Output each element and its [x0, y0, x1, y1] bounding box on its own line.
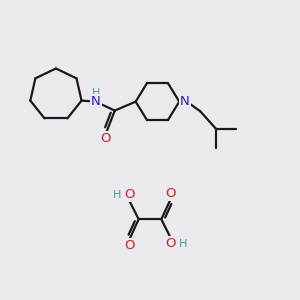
Text: H: H: [179, 239, 187, 249]
Text: H: H: [113, 190, 121, 200]
Text: O: O: [124, 188, 134, 201]
Text: N: N: [180, 95, 190, 108]
Text: H: H: [92, 88, 100, 98]
Text: N: N: [91, 95, 100, 108]
Text: O: O: [124, 239, 134, 252]
Text: O: O: [166, 237, 176, 250]
Text: O: O: [100, 132, 110, 145]
Text: O: O: [166, 187, 176, 200]
